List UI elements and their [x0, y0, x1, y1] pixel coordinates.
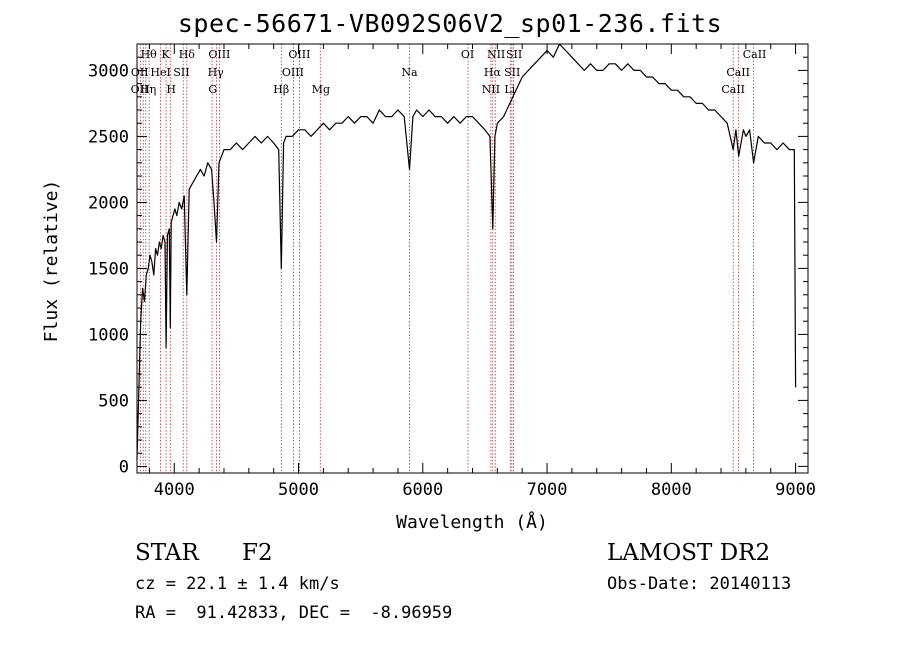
emission-line-markers [139, 44, 754, 473]
line-label-8: CaII [743, 48, 767, 61]
x-tick-label-2: 6000 [402, 480, 443, 500]
y-tick-label-3: 1500 [88, 259, 129, 279]
x-tick-label-4: 8000 [651, 480, 692, 500]
line-label-14: Na [401, 66, 418, 79]
flux-series [136, 43, 797, 460]
x-tick-label-1: 5000 [278, 480, 319, 500]
line-label-21: G [208, 83, 217, 96]
x-axis-label: Wavelength (Å) [396, 511, 548, 533]
subclass: F2 [242, 540, 273, 566]
line-label-20: H [166, 83, 176, 96]
line-label-16: SII [504, 66, 520, 79]
line-label-6: NII [487, 48, 505, 61]
line-label-11: SII [173, 66, 189, 79]
redshift-text: cz = 22.1 ± 1.4 km/s [135, 574, 340, 594]
line-label-7: SII [506, 48, 522, 61]
object-class: STAR [135, 540, 199, 566]
y-tick-label-5: 2500 [88, 127, 129, 147]
line-label-1: K [161, 48, 170, 61]
line-label-24: NII [482, 83, 500, 96]
line-label-9: OII [131, 66, 149, 79]
chart-title: spec-56671-VB092S06V2_sp01-236.fits [177, 9, 723, 38]
survey-name: LAMOST DR2 [607, 540, 771, 566]
line-label-15: Hα [484, 66, 502, 79]
line-label-10: HeI [150, 66, 170, 79]
line-label-19: Hη [140, 83, 156, 96]
line-label-17: CaII [726, 66, 750, 79]
coordinates: RA = 91.42833, DEC = -8.96959 [135, 603, 453, 623]
y-tick-label-0: 0 [119, 457, 129, 477]
line-label-5: OI [461, 48, 474, 61]
y-tick-label-6: 3000 [88, 61, 129, 81]
x-tick-label-3: 7000 [527, 480, 568, 500]
y-tick-label-1: 500 [98, 391, 129, 411]
line-label-18: OII [131, 83, 149, 96]
y-tick-label-4: 2000 [88, 193, 129, 213]
line-label-0: Hθ [141, 48, 158, 61]
line-label-4: OIII [288, 48, 310, 61]
spectrum-line [136, 43, 797, 460]
x-tick-label-0: 4000 [154, 480, 195, 500]
x-tick-label-5: 9000 [775, 480, 816, 500]
line-label-23: Mg [312, 83, 330, 96]
line-label-25: Li [504, 83, 515, 96]
line-label-3: OIII [208, 48, 230, 61]
line-label-2: Hδ [179, 48, 196, 61]
line-label-26: CaII [721, 83, 745, 96]
line-label-22: Hβ [273, 83, 289, 96]
y-tick-label-2: 1000 [88, 325, 129, 345]
axis-ticks: 4000 5000 6000 7000 8000 9000 0 500 1000 1500 2000… [88, 44, 816, 500]
line-label-13: OIII [282, 66, 304, 79]
obs-date: Obs-Date: 20140113 [607, 574, 792, 594]
line-label-12: Hγ [208, 66, 225, 79]
y-axis-label: Flux (relative) [41, 180, 62, 343]
